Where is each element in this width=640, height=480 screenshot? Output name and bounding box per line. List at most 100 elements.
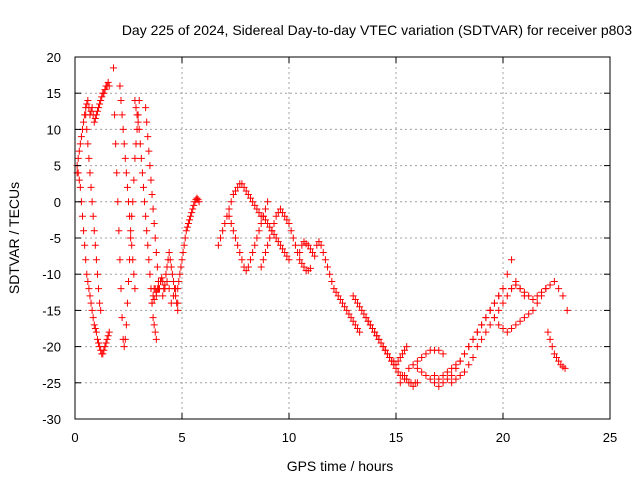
data-point [166, 256, 174, 264]
data-point [525, 292, 533, 300]
data-point [360, 310, 368, 318]
data-point [296, 256, 304, 264]
data-point [448, 372, 456, 380]
data-point [82, 111, 90, 119]
data-point [74, 154, 82, 162]
data-point [126, 212, 134, 220]
x-tick-label: 20 [496, 430, 510, 445]
data-point [86, 169, 94, 177]
data-point [339, 299, 346, 307]
data-point [418, 368, 426, 376]
data-point [187, 212, 195, 220]
data-point [74, 169, 82, 177]
y-axis-ticks: -30 -25 -20 -15 -10 -5 0 5 10 15 20 [42, 50, 610, 427]
data-point [343, 306, 351, 314]
data-point [452, 361, 460, 369]
data-point [144, 241, 152, 249]
data-point [148, 299, 156, 307]
y-tick-label: -10 [42, 267, 61, 282]
data-point [146, 162, 154, 170]
data-point [91, 325, 99, 332]
data-point [93, 107, 101, 115]
data-point [542, 285, 550, 293]
data-point [548, 343, 556, 351]
data-point [89, 212, 97, 220]
data-point [87, 299, 95, 307]
data-point [351, 296, 359, 304]
y-tick-label: 15 [47, 86, 61, 101]
data-point [244, 191, 252, 199]
series-arc-14 [362, 314, 411, 369]
data-point [142, 104, 150, 112]
data-point [246, 194, 254, 202]
data-point [311, 252, 319, 260]
data-point [185, 216, 193, 224]
series-arc-18.6 [448, 277, 528, 387]
data-point [120, 140, 128, 148]
x-tick-label: 15 [389, 430, 403, 445]
data-point [413, 379, 421, 387]
data-point [157, 277, 165, 285]
data-point [112, 140, 120, 148]
data-point [364, 317, 372, 325]
data-point [529, 306, 537, 314]
data-point [396, 353, 404, 361]
data-point [138, 169, 146, 177]
x-tick-label: 25 [603, 430, 617, 445]
data-point [490, 299, 498, 307]
data-point [418, 353, 426, 361]
data-point [460, 350, 468, 358]
data-point [133, 111, 141, 119]
data-point [83, 125, 91, 133]
data-point [92, 256, 100, 264]
data-point [115, 227, 123, 235]
data-point [276, 205, 284, 213]
series-arc-2.2 [116, 82, 139, 293]
data-point [104, 78, 112, 86]
data-point [125, 198, 132, 206]
data-point [315, 238, 323, 246]
data-point [253, 234, 261, 242]
data-point [270, 220, 278, 228]
series-arc-13.3 [349, 292, 421, 390]
data-point [195, 198, 203, 206]
data-point [249, 248, 257, 256]
data-point [533, 299, 541, 307]
data-point [546, 335, 554, 343]
data-point [469, 353, 477, 361]
data-point [229, 191, 237, 199]
data-point [188, 209, 196, 217]
data-point [122, 169, 130, 177]
data-point [169, 292, 177, 300]
data-point [119, 125, 127, 133]
data-point [276, 241, 284, 249]
data-point [234, 183, 242, 191]
data-point [84, 140, 92, 148]
data-point [439, 372, 447, 380]
data-point [259, 256, 267, 264]
data-point [482, 314, 490, 322]
data-point [508, 285, 516, 293]
data-point [144, 133, 152, 141]
data-point [122, 321, 130, 329]
data-point [392, 361, 400, 369]
data-point [285, 256, 293, 264]
data-point [413, 357, 421, 365]
data-point [386, 353, 394, 361]
data-point [227, 198, 235, 206]
data-point [550, 277, 558, 285]
data-point [87, 107, 95, 115]
data-point [503, 292, 511, 300]
series-arc-19.5 [486, 285, 550, 336]
data-point [272, 212, 280, 220]
data-point [362, 314, 370, 322]
data-point [152, 292, 160, 300]
data-point [238, 180, 246, 188]
data-point [255, 209, 263, 217]
data-point [351, 321, 359, 329]
data-point [439, 379, 447, 387]
data-point [268, 227, 276, 235]
data-point [87, 183, 95, 191]
data-point [486, 306, 494, 314]
data-point [516, 317, 524, 325]
